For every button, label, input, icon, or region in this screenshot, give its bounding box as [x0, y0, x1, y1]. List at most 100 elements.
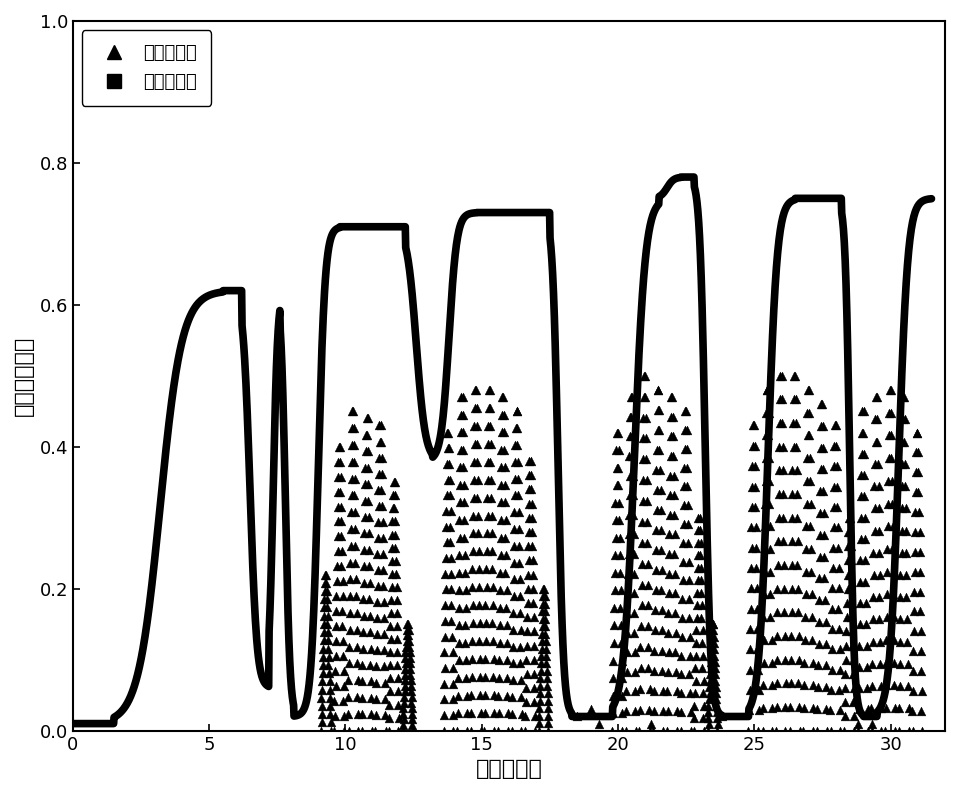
Point: [621, 548, 637, 561]
Point: [744, 500, 760, 513]
Point: [653, 504, 668, 516]
Point: [690, 549, 705, 561]
Point: [679, 423, 694, 436]
Point: [776, 582, 791, 595]
Point: [363, 626, 378, 638]
Point: [457, 566, 473, 579]
Point: [797, 634, 812, 646]
Point: [804, 565, 819, 578]
Point: [363, 708, 379, 721]
Point: [526, 682, 542, 695]
Point: [491, 707, 506, 719]
Point: [867, 480, 882, 492]
Point: [512, 657, 527, 670]
Point: [514, 691, 529, 703]
Point: [788, 440, 804, 453]
Point: [694, 661, 710, 674]
Point: [358, 494, 373, 507]
Point: [397, 674, 412, 687]
Point: [457, 637, 473, 649]
Point: [317, 584, 333, 597]
Point: [355, 659, 370, 672]
Point: [443, 520, 458, 533]
Point: [519, 668, 534, 680]
Point: [897, 413, 912, 426]
Point: [335, 575, 350, 588]
Point: [801, 406, 816, 419]
Point: [825, 643, 840, 656]
Point: [770, 630, 785, 642]
Point: [471, 599, 486, 611]
Point: [798, 588, 813, 601]
Point: [825, 582, 840, 595]
Point: [450, 724, 465, 737]
Point: [864, 702, 879, 714]
Point: [789, 511, 805, 524]
Point: [811, 638, 827, 650]
Point: [437, 599, 453, 611]
Point: [742, 663, 758, 676]
Point: [504, 691, 520, 703]
Point: [627, 665, 643, 678]
Point: [758, 542, 773, 555]
Point: [667, 567, 683, 580]
Point: [832, 704, 848, 717]
Point: [878, 679, 894, 691]
Point: [648, 544, 664, 557]
Point: [492, 584, 507, 596]
Point: [344, 422, 360, 435]
Point: [690, 536, 706, 549]
Point: [372, 419, 387, 432]
Point: [375, 548, 390, 561]
Point: [532, 680, 548, 692]
Point: [340, 691, 356, 703]
Point: [852, 618, 867, 630]
Point: [396, 691, 411, 703]
Point: [881, 429, 897, 442]
Point: [856, 469, 872, 481]
Point: [764, 634, 780, 646]
Point: [377, 660, 392, 672]
Point: [667, 469, 682, 482]
Point: [692, 524, 708, 537]
Point: [813, 442, 829, 454]
Point: [703, 656, 718, 668]
Point: [506, 590, 522, 603]
Point: [850, 724, 865, 737]
Point: [375, 515, 390, 528]
Point: [887, 724, 902, 737]
Point: [541, 724, 556, 737]
Point: [315, 675, 330, 688]
Point: [666, 450, 681, 462]
Point: [453, 531, 468, 544]
Point: [845, 668, 860, 680]
Point: [893, 569, 908, 581]
Point: [643, 717, 659, 730]
Point: [830, 460, 845, 473]
Point: [885, 520, 901, 533]
Point: [452, 514, 467, 527]
Point: [682, 649, 697, 662]
Point: [688, 687, 703, 699]
Point: [668, 665, 684, 678]
Point: [510, 489, 526, 502]
Point: [674, 611, 690, 624]
Point: [314, 691, 329, 704]
Point: [540, 687, 555, 699]
Point: [315, 642, 330, 655]
Point: [838, 625, 854, 638]
Point: [611, 462, 626, 474]
Point: [869, 391, 884, 404]
Point: [708, 656, 723, 668]
Point: [660, 665, 675, 678]
Point: [478, 653, 493, 665]
Point: [675, 630, 690, 643]
Point: [442, 458, 457, 470]
Point: [314, 699, 329, 712]
Point: [438, 504, 454, 517]
Point: [493, 531, 508, 544]
Point: [480, 527, 495, 540]
Point: [350, 657, 365, 670]
Point: [842, 526, 857, 538]
Point: [336, 665, 351, 677]
